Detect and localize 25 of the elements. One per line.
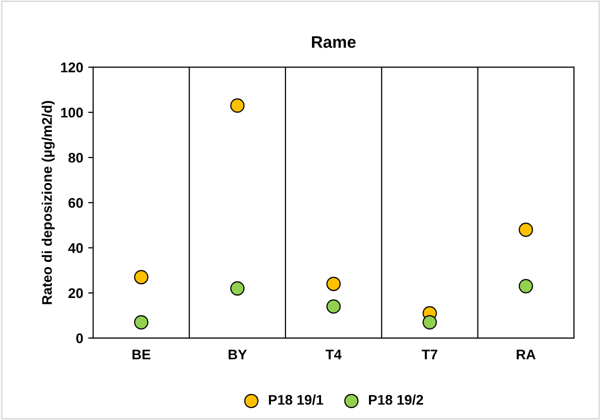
y-tick-label: 80 (68, 152, 83, 163)
legend-label: P18 19/2 (368, 394, 424, 405)
x-tick-label: T7 (422, 350, 438, 360)
point (422, 315, 437, 330)
y-tick-label: 120 (61, 62, 83, 72)
y-tick-label: 20 (68, 288, 83, 298)
legend-label: P18 19/1 (268, 394, 324, 405)
point (134, 270, 148, 284)
y-tick-label: 40 (68, 243, 83, 253)
y-tick-label: 60 (68, 198, 83, 208)
point (230, 281, 245, 296)
x-tick-label: BE (132, 350, 150, 360)
y-axis-title: Rateo di deposizione (µg/m2/d) (42, 100, 55, 304)
point (326, 299, 341, 314)
x-tick-label: BY (228, 350, 247, 360)
chart-title: Rame (312, 36, 356, 48)
y-tick-label: 100 (61, 108, 83, 118)
point (518, 279, 534, 294)
point (326, 276, 341, 292)
point (230, 98, 245, 113)
x-tick-label: T4 (326, 350, 342, 360)
y-tick-label: 0 (76, 333, 83, 344)
point (134, 315, 148, 330)
point (518, 222, 534, 237)
x-tick-label: RA (516, 350, 536, 360)
